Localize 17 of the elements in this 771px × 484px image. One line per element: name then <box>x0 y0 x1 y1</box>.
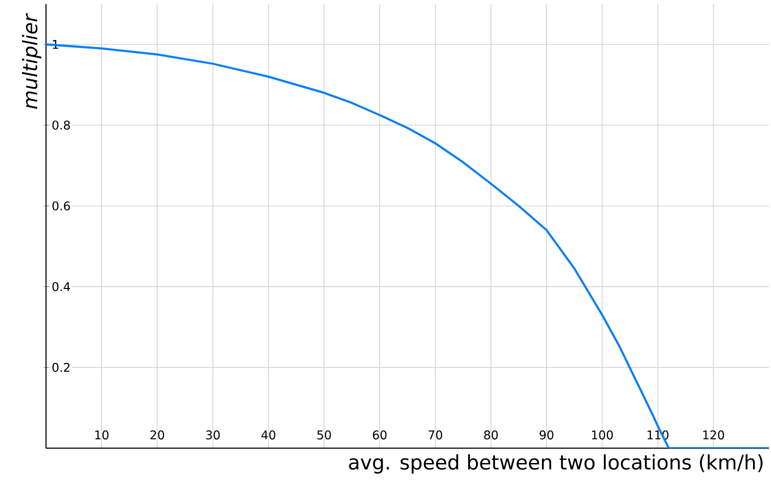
y-tick-label: 0.6 <box>52 201 70 210</box>
x-tick-label: 80 <box>484 430 498 440</box>
x-axis-title: avg. speed between two locations (km/h) <box>349 454 763 474</box>
x-tick-label: 70 <box>428 430 442 440</box>
x-tick-label: 30 <box>206 430 220 440</box>
x-tick-label: 120 <box>703 430 724 440</box>
y-axis-title: multiplier <box>22 12 42 109</box>
x-tick-label: 60 <box>372 430 387 440</box>
x-tick-label: 100 <box>592 430 613 440</box>
x-tick-label: 50 <box>317 430 331 440</box>
x-tick-label: 10 <box>95 430 108 440</box>
x-tick-label: 40 <box>261 430 276 440</box>
y-tick-label: 0.2 <box>52 362 70 372</box>
x-tick-label: 90 <box>540 430 554 440</box>
y-tick-label: 0.8 <box>52 120 70 130</box>
x-tick-label: 20 <box>150 430 164 440</box>
y-tick-label: 0.4 <box>52 282 70 292</box>
